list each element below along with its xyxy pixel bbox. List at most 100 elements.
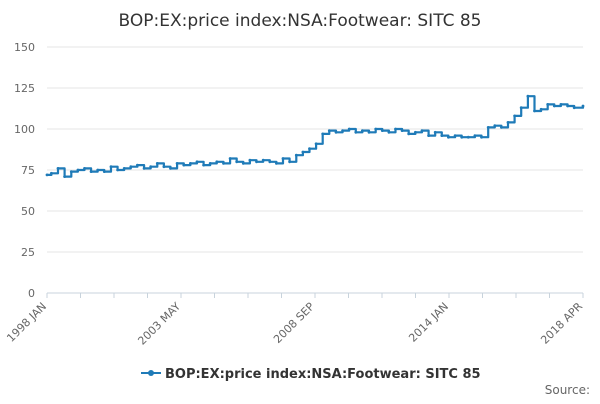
data-point (347, 127, 351, 131)
data-point (69, 170, 73, 174)
y-tick-label: 25 (21, 246, 35, 259)
data-point (327, 129, 331, 133)
data-point (228, 157, 232, 160)
data-point (493, 124, 497, 128)
data-point (539, 107, 543, 111)
legend-series-label: BOP:EX:price index:NSA:Footwear: SITC 85 (165, 367, 481, 382)
data-point (255, 160, 258, 164)
y-tick-label: 75 (21, 164, 35, 177)
data-point (202, 163, 206, 167)
data-point (414, 130, 417, 134)
data-point (248, 158, 252, 162)
source-label: Source: (545, 383, 590, 397)
data-point (241, 162, 245, 165)
data-point (235, 160, 239, 164)
data-point (341, 129, 344, 133)
data-point (116, 168, 119, 172)
data-point (427, 134, 430, 138)
data-point (559, 103, 563, 106)
data-point (374, 127, 378, 131)
data-point (155, 162, 159, 165)
data-point (394, 127, 397, 131)
data-point (281, 157, 285, 160)
data-point (169, 167, 172, 170)
legend[interactable]: BOP:EX:price index:NSA:Footwear: SITC 85 (141, 367, 481, 382)
x-axis: 1998 JAN 2003 MAY 2008 SEP 2014 JAN 2018 APR (4, 292, 585, 348)
gridlines (47, 46, 583, 253)
data-point (440, 134, 444, 138)
data-point (506, 121, 510, 124)
plot-area (45, 94, 585, 179)
data-point (361, 129, 364, 133)
data-point (56, 167, 60, 170)
data-point (162, 165, 166, 169)
data-point (407, 132, 411, 136)
data-point (182, 163, 186, 167)
y-tick-label: 100 (14, 123, 35, 136)
series-line (47, 95, 585, 178)
data-point (480, 135, 483, 139)
data-point (581, 104, 585, 108)
y-tick-label: 0 (28, 287, 35, 300)
data-point (261, 158, 265, 162)
data-point (268, 160, 272, 164)
data-point (222, 162, 225, 165)
data-point (83, 167, 86, 170)
data-point (447, 135, 450, 139)
y-tick-label: 150 (14, 41, 35, 54)
data-point (566, 104, 569, 108)
data-point (380, 129, 384, 133)
data-point (96, 168, 100, 172)
data-point (102, 170, 106, 174)
data-point (215, 160, 219, 164)
data-point (354, 130, 358, 134)
data-point (314, 142, 318, 146)
data-point (500, 126, 503, 129)
x-tick-label: 2018 APR (538, 300, 585, 347)
x-tick-label: 2008 SEP (271, 300, 317, 346)
data-point (275, 162, 278, 165)
x-tick-label: 2014 JAN (406, 300, 451, 345)
data-point (552, 104, 556, 108)
legend-point-marker (148, 370, 154, 376)
data-point (433, 130, 437, 134)
data-point (45, 173, 49, 177)
data-point (63, 175, 66, 179)
chart-title: BOP:EX:price index:NSA:Footwear: SITC 85 (118, 11, 481, 31)
data-point (367, 130, 371, 134)
y-axis: 0 25 50 75 100 125 150 (14, 41, 35, 300)
data-point (175, 162, 179, 165)
data-point (572, 106, 576, 110)
x-tick-label: 2003 MAY (135, 300, 183, 348)
data-point (308, 147, 311, 151)
y-tick-label: 125 (14, 82, 35, 95)
data-point (526, 94, 530, 98)
data-point (533, 109, 536, 113)
data-point (294, 153, 298, 157)
data-point (288, 160, 291, 164)
data-point (208, 162, 212, 165)
data-point (109, 165, 113, 169)
data-point (420, 129, 424, 133)
data-point (400, 129, 404, 133)
data-point (519, 106, 523, 110)
data-point (466, 135, 470, 139)
data-point (387, 130, 391, 134)
data-point (189, 162, 192, 165)
data-point (122, 167, 126, 170)
x-tick-label: 1998 JAN (4, 300, 49, 345)
data-point (149, 165, 153, 169)
data-point (513, 114, 516, 118)
data-point (460, 135, 464, 139)
data-point (136, 163, 139, 167)
data-point (321, 132, 325, 136)
data-point (76, 168, 80, 172)
data-point (50, 171, 53, 175)
data-point (334, 130, 338, 134)
data-point (89, 170, 93, 174)
data-point (195, 160, 199, 164)
data-point (486, 126, 490, 129)
data-point (142, 167, 146, 170)
